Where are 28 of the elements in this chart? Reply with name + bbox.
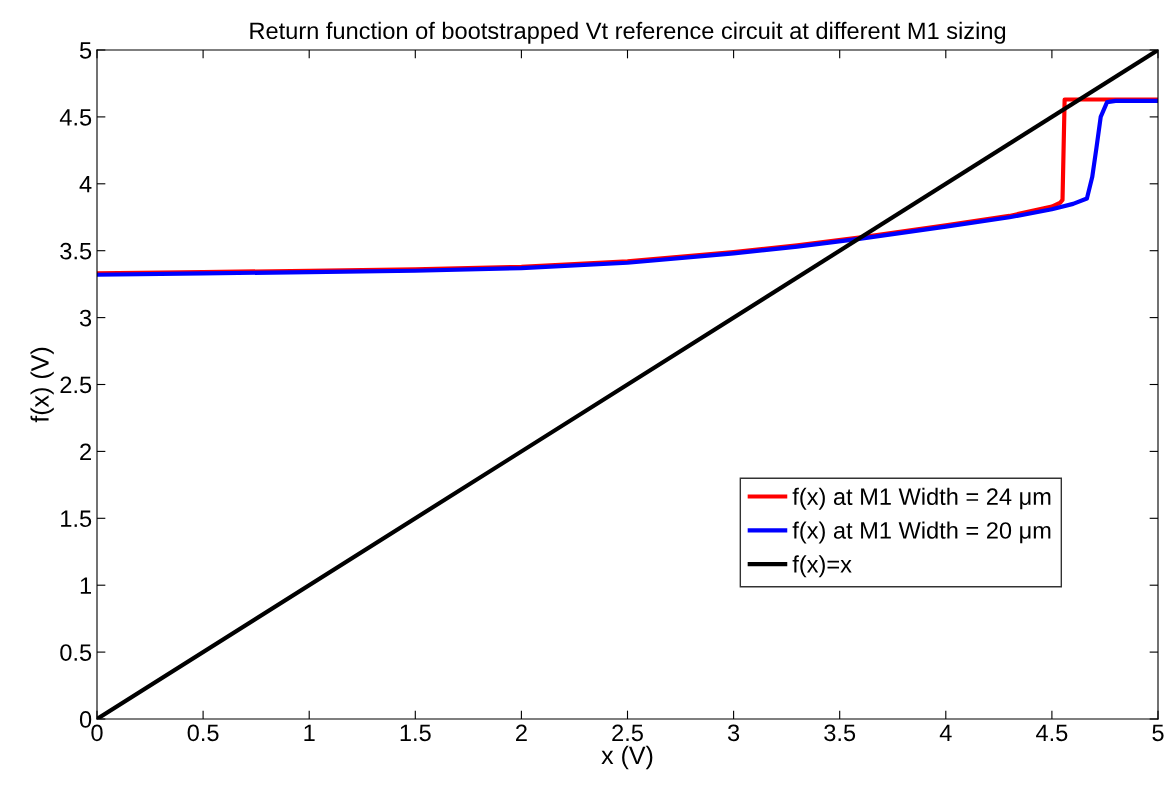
y-tick-label: 0.5: [60, 644, 92, 661]
legend-label: f(x) at M1 Width = 24 μm: [792, 487, 1051, 510]
y-tick-label: 1: [80, 577, 91, 594]
y-tick-label: 3.5: [60, 242, 92, 260]
y-tick-label: 4: [79, 176, 92, 193]
x-axis-title: x (V): [601, 745, 653, 770]
legend-label: f(x) at M1 Width = 20 μm: [792, 521, 1051, 544]
y-tick-label: 4.5: [59, 109, 92, 126]
x-tick-label: 1: [304, 724, 315, 741]
y-tick-label: 2: [80, 443, 91, 460]
x-tick-label: 3.5: [824, 724, 856, 742]
legend-label: f(x)=x: [792, 555, 852, 578]
x-tick-label: 4: [939, 724, 952, 741]
x-tick-label: 5: [1152, 724, 1164, 742]
y-tick-label: 5: [79, 42, 92, 59]
x-tick-label: 0.5: [187, 724, 219, 742]
x-tick-label: 0: [91, 724, 103, 742]
x-tick-label: 2.5: [612, 724, 643, 742]
x-tick-label: 4.5: [1036, 724, 1068, 742]
y-tick-label: 2.5: [60, 376, 92, 394]
x-tick-label: 2: [516, 724, 527, 741]
x-tick-label: 1.5: [400, 724, 431, 742]
y-tick-label: 3: [79, 309, 92, 327]
chart-title: Return function of bootstrapped Vt reference circuit at different M1 sizing: [250, 21, 1006, 44]
x-tick-label: 3: [727, 724, 740, 742]
y-tick-label: 0: [79, 711, 92, 728]
y-axis-title: f(x) (V): [30, 347, 54, 423]
y-tick-label: 1.5: [61, 510, 92, 528]
